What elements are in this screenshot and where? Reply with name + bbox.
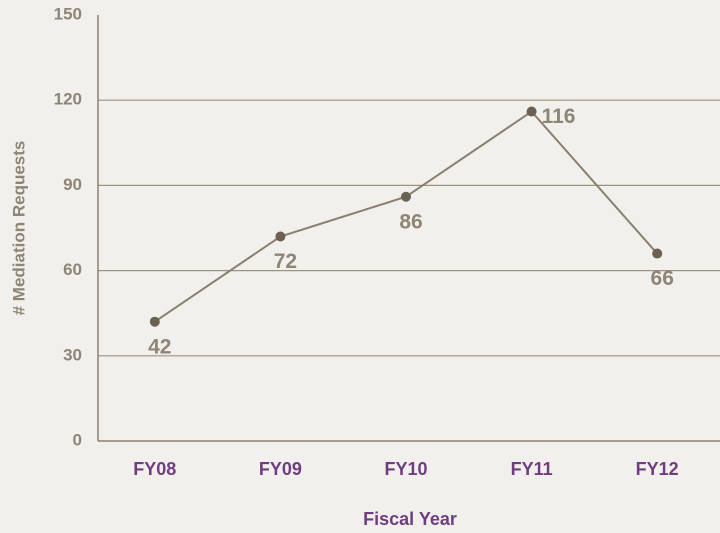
point [401, 191, 411, 202]
y-axis-label: # Mediation Requests [9, 141, 28, 316]
y-tick-label: 120 [54, 90, 82, 109]
y-tick-label: 30 [63, 345, 82, 364]
data-label: 86 [399, 210, 422, 233]
data-label: 66 [651, 267, 674, 290]
y-tick-label: 150 [54, 4, 82, 23]
point [275, 231, 286, 242]
y-tick-label: 0 [73, 430, 82, 449]
x-tick-label: FY09 [259, 459, 302, 479]
point [652, 248, 663, 259]
x-tick-label: FY12 [636, 459, 679, 479]
point [149, 316, 160, 327]
data-label: 72 [274, 250, 297, 273]
y-tick-label: 90 [63, 175, 82, 194]
x-tick-label: FY10 [384, 459, 427, 479]
x-axis-label: Fiscal Year [363, 509, 457, 529]
y-tick-label: 60 [63, 260, 82, 279]
x-tick-label: FY11 [511, 459, 553, 479]
point [526, 106, 537, 117]
data-label: 116 [542, 105, 576, 128]
x-tick-label: FY08 [133, 459, 176, 479]
data-label: 42 [148, 335, 171, 358]
